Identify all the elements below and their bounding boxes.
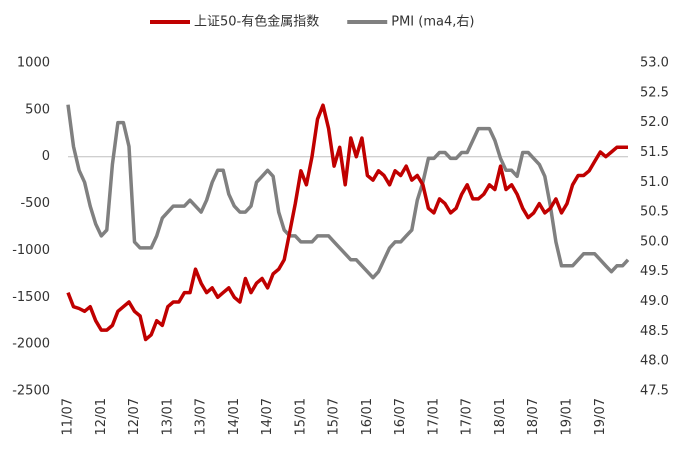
- y2-tick-label: 53.0: [640, 56, 669, 71]
- x-tick-label: 17/07: [460, 398, 475, 435]
- y2-tick-label: 50.0: [640, 234, 669, 249]
- y-tick-label: 0: [42, 149, 50, 164]
- x-tick-label: 11/07: [61, 398, 76, 435]
- x-tick-label: 13/01: [160, 398, 175, 435]
- y2-tick-label: 49.0: [640, 294, 669, 309]
- x-tick-label: 19/07: [593, 398, 608, 435]
- y-tick-label: 1000: [17, 56, 50, 71]
- x-tick-label: 18/07: [526, 398, 541, 435]
- y-tick-label: -2000: [12, 337, 50, 352]
- y-tick-label: -1500: [12, 290, 50, 305]
- y2-tick-label: 48.5: [640, 324, 669, 339]
- x-tick-label: 15/07: [327, 398, 342, 435]
- legend-label: 上证50-有色金属指数: [194, 14, 319, 30]
- y2-tick-label: 51.0: [640, 175, 669, 190]
- y2-tick-label: 51.5: [640, 145, 669, 160]
- y-tick-label: 500: [25, 102, 50, 117]
- series-line: [66, 103, 628, 342]
- y-tick-label: -1000: [12, 243, 50, 258]
- y2-tick-label: 48.0: [640, 354, 669, 369]
- legend-label: PMI (ma4,右): [391, 15, 474, 30]
- series-line: [66, 104, 630, 280]
- x-tick-label: 16/07: [393, 398, 408, 435]
- y2-tick-label: 49.5: [640, 264, 669, 279]
- x-tick-label: 12/07: [127, 398, 142, 435]
- y2-tick-label: 52.0: [640, 115, 669, 130]
- y-tick-label: -500: [20, 196, 50, 211]
- x-tick-label: 15/01: [293, 398, 308, 435]
- x-tick-label: 19/01: [560, 398, 575, 435]
- y2-tick-label: 47.5: [640, 384, 669, 399]
- x-tick-label: 16/01: [360, 398, 375, 435]
- x-tick-label: 18/01: [493, 398, 508, 435]
- x-tick-label: 14/01: [227, 398, 242, 435]
- x-tick-label: 17/01: [426, 398, 441, 435]
- x-tick-label: 14/07: [260, 398, 275, 435]
- x-tick-label: 12/01: [94, 398, 109, 435]
- y2-tick-label: 50.5: [640, 205, 669, 220]
- x-tick-label: 13/07: [194, 398, 209, 435]
- y2-tick-label: 52.5: [640, 85, 669, 100]
- y-tick-label: -2500: [12, 384, 50, 399]
